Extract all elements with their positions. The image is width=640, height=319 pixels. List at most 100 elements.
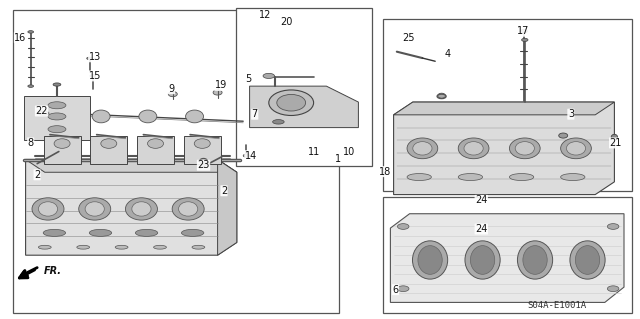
Ellipse shape <box>44 229 66 236</box>
Polygon shape <box>24 96 90 140</box>
Text: 17: 17 <box>517 26 530 36</box>
Ellipse shape <box>92 110 110 123</box>
Ellipse shape <box>136 229 157 236</box>
FancyBboxPatch shape <box>236 8 372 166</box>
Ellipse shape <box>147 139 164 148</box>
Text: 21: 21 <box>609 138 622 148</box>
Text: 5: 5 <box>245 74 252 84</box>
Ellipse shape <box>85 202 104 216</box>
Ellipse shape <box>125 198 157 220</box>
Ellipse shape <box>48 102 66 109</box>
Ellipse shape <box>418 246 442 274</box>
Text: 24: 24 <box>475 224 488 234</box>
Ellipse shape <box>464 142 483 155</box>
Ellipse shape <box>79 198 111 220</box>
Ellipse shape <box>515 142 534 155</box>
Polygon shape <box>394 102 614 115</box>
Text: 11: 11 <box>307 147 320 158</box>
Ellipse shape <box>186 110 204 123</box>
FancyBboxPatch shape <box>13 10 339 313</box>
Ellipse shape <box>413 241 448 279</box>
Ellipse shape <box>90 75 96 77</box>
Text: 3: 3 <box>568 109 574 119</box>
Text: 9: 9 <box>168 84 175 94</box>
Text: 10: 10 <box>342 146 355 157</box>
Ellipse shape <box>407 174 431 181</box>
Text: 15: 15 <box>88 71 101 81</box>
Ellipse shape <box>465 241 500 279</box>
Ellipse shape <box>195 139 210 148</box>
Ellipse shape <box>438 93 445 98</box>
Ellipse shape <box>87 57 93 60</box>
Ellipse shape <box>509 174 534 181</box>
Ellipse shape <box>192 245 205 249</box>
Ellipse shape <box>470 246 495 274</box>
Ellipse shape <box>575 246 600 274</box>
Text: 1: 1 <box>335 154 341 165</box>
Ellipse shape <box>277 94 306 111</box>
Ellipse shape <box>32 198 64 220</box>
Text: S04A-E1001A: S04A-E1001A <box>527 301 586 310</box>
Ellipse shape <box>561 174 585 181</box>
Polygon shape <box>26 160 237 255</box>
Polygon shape <box>218 160 237 255</box>
Ellipse shape <box>413 142 432 155</box>
Text: 14: 14 <box>244 151 257 161</box>
Text: 6: 6 <box>392 285 399 295</box>
Ellipse shape <box>28 85 34 87</box>
Ellipse shape <box>520 30 527 33</box>
Ellipse shape <box>570 241 605 279</box>
Ellipse shape <box>179 202 198 216</box>
Ellipse shape <box>458 174 483 181</box>
Ellipse shape <box>607 286 619 292</box>
Bar <box>90 136 127 164</box>
Polygon shape <box>250 86 358 128</box>
Ellipse shape <box>611 134 618 140</box>
Ellipse shape <box>38 202 58 216</box>
FancyBboxPatch shape <box>383 19 632 191</box>
Text: 22: 22 <box>35 106 48 116</box>
Ellipse shape <box>45 110 63 123</box>
Ellipse shape <box>90 229 112 236</box>
Text: 25: 25 <box>402 33 415 43</box>
Text: 20: 20 <box>280 17 293 27</box>
Text: 23: 23 <box>197 160 210 170</box>
Text: 19: 19 <box>214 80 227 91</box>
Text: 13: 13 <box>88 52 101 62</box>
Ellipse shape <box>397 286 409 292</box>
Text: 2: 2 <box>221 186 227 196</box>
Ellipse shape <box>397 224 409 229</box>
Text: FR.: FR. <box>44 265 61 276</box>
Text: 2: 2 <box>34 170 40 180</box>
Bar <box>184 136 221 164</box>
Ellipse shape <box>154 245 166 249</box>
Ellipse shape <box>559 133 568 138</box>
Bar <box>137 136 174 164</box>
Ellipse shape <box>53 83 61 86</box>
Ellipse shape <box>522 38 528 41</box>
Ellipse shape <box>518 241 553 279</box>
Ellipse shape <box>28 31 34 33</box>
Text: 4: 4 <box>445 48 451 59</box>
Ellipse shape <box>407 138 438 159</box>
Polygon shape <box>26 160 237 172</box>
Text: 7: 7 <box>252 109 258 119</box>
Ellipse shape <box>77 245 90 249</box>
Ellipse shape <box>139 110 157 123</box>
Bar <box>44 136 81 164</box>
Ellipse shape <box>101 139 117 148</box>
Polygon shape <box>394 102 614 195</box>
Text: 24: 24 <box>475 195 488 205</box>
Ellipse shape <box>48 126 66 133</box>
Ellipse shape <box>172 198 204 220</box>
Ellipse shape <box>273 120 284 124</box>
Ellipse shape <box>269 90 314 115</box>
Polygon shape <box>390 214 624 302</box>
Text: 16: 16 <box>14 33 27 43</box>
Ellipse shape <box>54 139 70 148</box>
Ellipse shape <box>48 113 66 120</box>
Ellipse shape <box>263 73 275 78</box>
Ellipse shape <box>182 229 204 236</box>
Ellipse shape <box>523 246 547 274</box>
FancyBboxPatch shape <box>383 197 632 313</box>
